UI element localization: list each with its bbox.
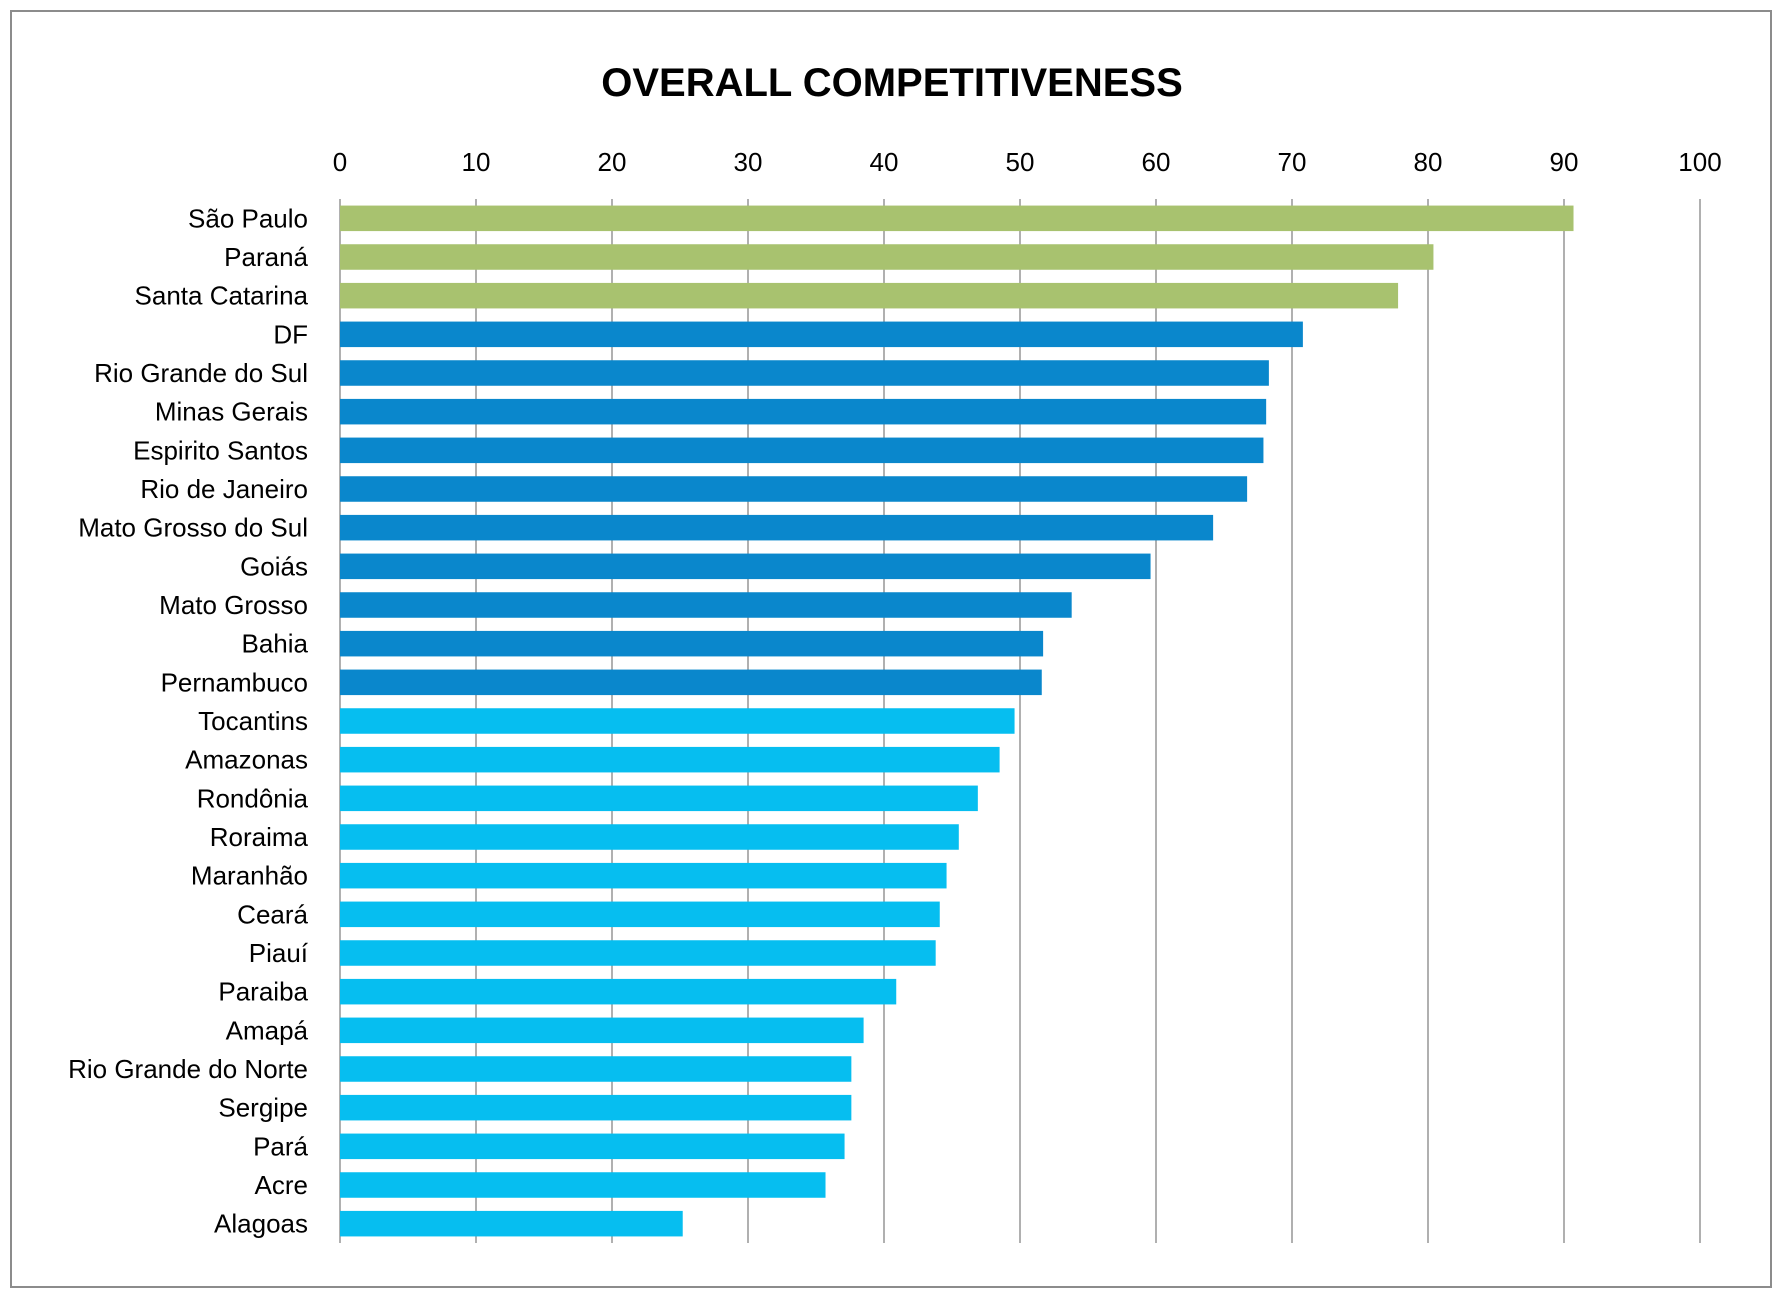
bar (340, 978, 897, 1005)
bar (340, 746, 1000, 773)
category-label: Acre (255, 1170, 308, 1200)
bar (340, 553, 1151, 580)
bar (340, 437, 1264, 464)
x-tick-label: 80 (1414, 147, 1443, 177)
category-labels: São Paulo Paraná Santa Catarina DF Rio Grand… (68, 203, 309, 1238)
x-tick-label: 60 (1142, 147, 1171, 177)
x-tick-label: 30 (734, 147, 763, 177)
x-tick-label: 50 (1006, 147, 1035, 177)
category-label: Sergipe (218, 1093, 308, 1123)
x-tick-label: 10 (462, 147, 491, 177)
x-tick-label: 100 (1678, 147, 1721, 177)
bar (340, 360, 1269, 386)
bar (340, 1133, 845, 1160)
bar (340, 244, 1434, 270)
bar (340, 1172, 826, 1198)
bar (340, 630, 1044, 657)
category-label: São Paulo (188, 203, 308, 233)
category-label: Alagoas (214, 1209, 308, 1239)
x-tick-label: 70 (1278, 147, 1307, 177)
category-label: Tocantins (198, 706, 308, 736)
category-label: Roraima (210, 822, 309, 852)
category-label: Rondônia (197, 783, 309, 813)
category-label: Paraná (224, 242, 308, 272)
category-label: Paraiba (218, 977, 308, 1007)
bar (340, 1017, 864, 1044)
category-label: Mato Grosso (159, 590, 308, 620)
category-label: Pará (253, 1131, 308, 1161)
bar (340, 901, 940, 928)
bars (340, 205, 1574, 1237)
category-label: Rio de Janeiro (140, 474, 308, 504)
bar (340, 708, 1015, 734)
category-label: Rio Grande do Norte (68, 1054, 308, 1084)
category-label: Piauí (249, 938, 309, 968)
x-tick-label: 20 (598, 147, 627, 177)
bar (340, 282, 1399, 309)
category-label: Pernambuco (161, 667, 308, 697)
bar (340, 940, 936, 966)
bar (340, 1056, 852, 1082)
bar (340, 862, 947, 889)
bar (340, 205, 1574, 232)
category-label: Maranhão (191, 861, 308, 891)
category-label: DF (273, 319, 308, 349)
bar (340, 321, 1303, 348)
chart-title: OVERALL COMPETITIVENESS (601, 61, 1183, 105)
category-label: Santa Catarina (135, 281, 309, 311)
bar (340, 592, 1072, 618)
category-label: Ceará (237, 899, 308, 929)
bar (340, 476, 1248, 502)
bar (340, 824, 959, 850)
bar (340, 669, 1042, 696)
category-label: Espirito Santos (133, 435, 308, 465)
bar (340, 1094, 852, 1121)
category-label: Minas Gerais (155, 397, 308, 427)
category-label: Goiás (240, 551, 308, 581)
category-label: Amazonas (185, 745, 308, 775)
x-tick-label: 90 (1550, 147, 1579, 177)
bar (340, 398, 1267, 425)
category-label: Amapá (226, 1015, 309, 1045)
bar (340, 1210, 683, 1237)
category-label: Mato Grosso do Sul (78, 513, 308, 543)
x-tick-label: 40 (870, 147, 899, 177)
bar (340, 514, 1214, 541)
x-tick-label: 0 (333, 147, 347, 177)
category-label: Rio Grande do Sul (94, 358, 308, 388)
bar (340, 785, 978, 812)
x-axis-tick-labels: 0 10 20 30 40 50 60 70 80 90 100 (333, 147, 1722, 177)
category-label: Bahia (242, 629, 309, 659)
